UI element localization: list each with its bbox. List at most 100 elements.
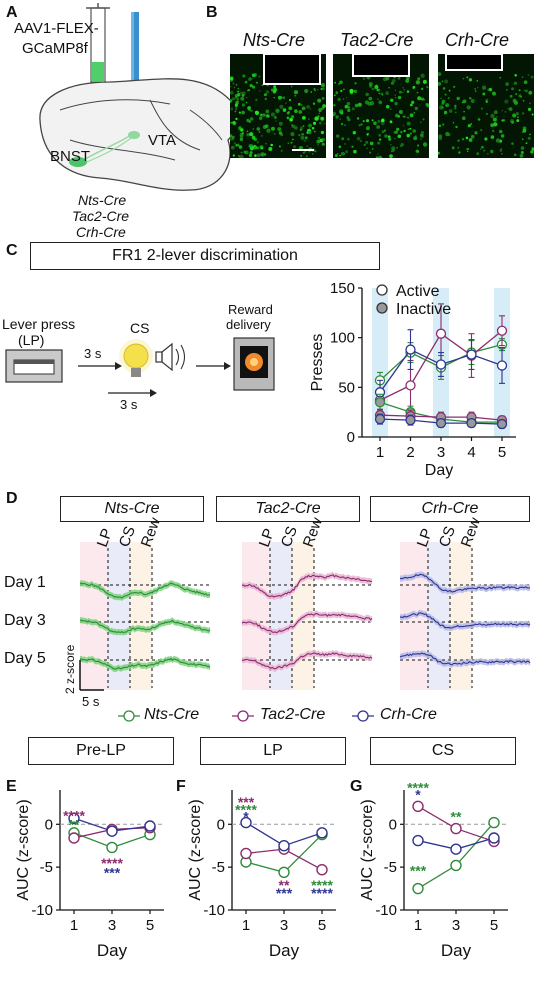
lp-label: (LP) — [18, 332, 45, 348]
fluorescence-dot — [521, 131, 524, 133]
legend-label-inactive: Inactive — [396, 301, 451, 318]
panel-label-e: E — [6, 778, 17, 795]
fluorescence-dot — [270, 112, 275, 117]
fluorescence-dot — [300, 154, 303, 157]
fluorescence-dot — [256, 153, 261, 158]
fluorescence-dot — [485, 100, 488, 103]
fluorescence-dot — [307, 130, 312, 135]
fluorescence-dot — [527, 74, 530, 76]
fluorescence-dot — [487, 88, 490, 91]
fluorescence-dot — [333, 111, 337, 116]
fluorescence-dot — [499, 76, 502, 79]
fluorescence-dot — [466, 76, 469, 79]
x-tick-label: 5 — [490, 917, 498, 934]
fluorescence-dot — [249, 132, 254, 137]
fluorescence-dot — [230, 85, 232, 88]
fluorescence-dot — [235, 83, 238, 86]
fluorescence-dot — [317, 98, 322, 103]
fluorescence-dot — [363, 143, 366, 146]
fluorescence-dot — [441, 80, 444, 83]
y-tick-label: -10 — [203, 902, 225, 919]
legend-marker-inactive — [376, 302, 388, 314]
fluorescence-dot — [442, 87, 446, 90]
fluorescence-dot — [482, 92, 486, 96]
fluorescence-dot — [312, 121, 317, 125]
fluorescence-dot — [390, 144, 392, 146]
significance-stars: *** — [238, 794, 255, 810]
y-tick-label: 0 — [389, 816, 397, 833]
fluorescence-dot — [481, 85, 487, 90]
fluorescence-dot — [492, 117, 497, 122]
trace-mean — [79, 619, 211, 634]
fluorescence-dot — [500, 148, 503, 150]
fluorescence-dot — [320, 83, 325, 88]
fluorescence-dot — [515, 93, 518, 96]
fluorescence-dot — [377, 119, 381, 123]
fluorescence-dot — [337, 97, 341, 101]
trace-mean — [241, 574, 373, 598]
fluorescence-dot — [321, 97, 325, 100]
fluorescence-dot — [442, 123, 445, 126]
fluorescence-dot — [417, 144, 420, 147]
fluorescence-dot — [263, 93, 267, 97]
vta-label: VTA — [148, 132, 177, 149]
trace-mean — [241, 612, 373, 634]
fluorescence-dot — [474, 90, 477, 93]
trace-sem — [242, 571, 372, 600]
fr1-title-box: FR1 2-lever discrimination — [30, 242, 380, 270]
fluorescence-dot — [302, 125, 305, 127]
fluorescence-dot — [290, 141, 293, 144]
auc-title-lp: LP — [200, 737, 346, 765]
fluorescence-dot — [293, 90, 299, 95]
fluorescence-dot — [319, 109, 322, 113]
event-label: CS — [278, 524, 301, 549]
trace-sem — [242, 610, 372, 636]
fluorescence-dot — [253, 145, 258, 150]
fluorescence-dot — [403, 129, 406, 133]
fluorescence-dot — [297, 102, 301, 106]
fluorescence-dot — [248, 120, 251, 123]
fluorescence-dot — [339, 109, 344, 114]
fluorescence-dot — [505, 82, 509, 86]
fluorescence-dot — [360, 140, 362, 142]
fluorescence-dot — [311, 153, 314, 155]
fluorescence-dot — [238, 126, 242, 131]
fluorescence-dot — [240, 91, 243, 94]
fluorescence-dot — [256, 141, 259, 144]
fluorescence-dot — [495, 138, 501, 143]
panel-label-b: B — [206, 4, 218, 21]
fluorescence-dot — [438, 81, 441, 86]
fluorescence-dot — [388, 137, 392, 141]
fluorescence-dot — [311, 126, 315, 130]
data-point — [412, 882, 424, 895]
fluorescence-dot — [285, 102, 287, 104]
fluorescence-dot — [362, 120, 365, 123]
fluorescence-dot — [274, 115, 276, 118]
fluorescence-dot — [415, 80, 421, 85]
fluorescence-dot — [237, 90, 240, 93]
lp-cs-shade — [108, 542, 130, 690]
fluorescence-dot — [514, 74, 517, 77]
fluorescence-dot — [409, 127, 412, 130]
legend-marker-active — [376, 284, 388, 296]
fluorescence-dot — [420, 121, 422, 124]
fluorescence-dot — [320, 87, 323, 90]
fluorescence-dot — [525, 142, 528, 145]
fluorescence-dot — [462, 77, 465, 80]
fluorescence-dot — [470, 99, 475, 103]
fluorescence-dot — [496, 116, 498, 118]
data-point — [405, 344, 416, 355]
data-point — [405, 414, 416, 426]
fluorescence-dot — [420, 73, 425, 78]
fluorescence-dot — [415, 135, 417, 137]
fluorescence-dot — [402, 87, 404, 89]
fluorescence-dot — [391, 148, 395, 152]
fluorescence-dot — [519, 154, 524, 158]
fluorescence-dot — [235, 98, 237, 100]
fluorescence-dot — [530, 75, 534, 79]
fluorescence-dot — [279, 104, 284, 109]
fluorescence-dot — [374, 85, 379, 89]
fluorescence-dot — [230, 90, 234, 95]
